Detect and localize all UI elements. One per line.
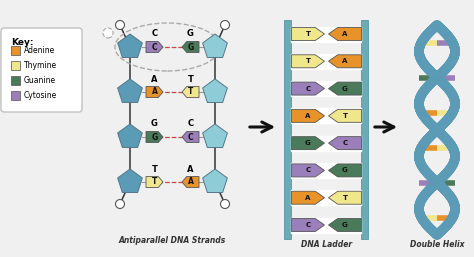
Polygon shape: [292, 137, 325, 150]
Circle shape: [116, 21, 125, 30]
Bar: [11, 46, 20, 55]
Text: C: C: [305, 222, 310, 228]
Text: C: C: [305, 167, 310, 173]
Text: A: A: [305, 113, 310, 119]
Text: G: G: [342, 222, 348, 228]
Text: Guanine: Guanine: [24, 76, 56, 85]
Polygon shape: [328, 27, 362, 41]
Text: A: A: [342, 58, 348, 64]
Polygon shape: [292, 164, 325, 177]
Polygon shape: [292, 109, 325, 122]
Polygon shape: [328, 164, 362, 177]
Polygon shape: [328, 218, 362, 232]
Text: C: C: [342, 140, 347, 146]
Polygon shape: [292, 191, 325, 204]
Text: DNA Ladder: DNA Ladder: [301, 240, 352, 249]
Polygon shape: [292, 55, 325, 68]
Bar: [362, 20, 368, 239]
Circle shape: [103, 28, 113, 38]
Polygon shape: [203, 124, 228, 148]
Polygon shape: [328, 191, 362, 204]
Text: A: A: [152, 87, 157, 96]
Polygon shape: [118, 34, 142, 58]
Polygon shape: [328, 82, 362, 95]
Bar: [11, 76, 20, 85]
Circle shape: [220, 21, 229, 30]
Bar: [11, 61, 20, 70]
Bar: [11, 91, 20, 100]
Text: G: G: [151, 120, 158, 128]
Text: G: G: [187, 42, 193, 51]
Text: T: T: [152, 164, 157, 173]
Polygon shape: [182, 132, 199, 142]
Text: A: A: [151, 75, 158, 84]
Text: Key:: Key:: [11, 38, 34, 47]
Text: A: A: [305, 195, 310, 201]
Polygon shape: [203, 79, 228, 103]
Polygon shape: [182, 87, 199, 97]
Polygon shape: [328, 137, 362, 150]
Text: G: G: [342, 167, 348, 173]
Text: T: T: [152, 178, 157, 187]
Text: Double Helix: Double Helix: [410, 240, 464, 249]
Polygon shape: [292, 218, 325, 232]
Polygon shape: [146, 87, 163, 97]
Text: C: C: [151, 30, 157, 39]
Polygon shape: [182, 177, 199, 188]
Text: Antiparallel DNA Strands: Antiparallel DNA Strands: [118, 236, 226, 245]
Text: C: C: [305, 86, 310, 91]
Text: T: T: [343, 113, 347, 119]
Text: G: G: [342, 86, 348, 91]
Text: T: T: [343, 195, 347, 201]
Circle shape: [220, 199, 229, 208]
Polygon shape: [203, 169, 228, 192]
Text: C: C: [152, 42, 157, 51]
Polygon shape: [292, 82, 325, 95]
Polygon shape: [328, 55, 362, 68]
Polygon shape: [203, 34, 228, 58]
Text: C: C: [188, 133, 193, 142]
Text: A: A: [187, 164, 194, 173]
Text: Adenine: Adenine: [24, 46, 55, 55]
Text: A: A: [188, 178, 193, 187]
Text: Thymine: Thymine: [24, 61, 57, 70]
Polygon shape: [328, 109, 362, 122]
Text: T: T: [306, 58, 310, 64]
Polygon shape: [146, 177, 163, 188]
Text: G: G: [187, 30, 194, 39]
Text: T: T: [188, 87, 193, 96]
Polygon shape: [292, 27, 325, 41]
Circle shape: [116, 199, 125, 208]
Text: T: T: [306, 31, 310, 37]
Polygon shape: [146, 41, 163, 52]
Polygon shape: [182, 41, 199, 52]
Bar: [284, 20, 292, 239]
Text: G: G: [305, 140, 311, 146]
FancyBboxPatch shape: [1, 28, 82, 112]
Polygon shape: [118, 79, 142, 103]
Text: G: G: [151, 133, 158, 142]
Polygon shape: [118, 169, 142, 192]
Polygon shape: [118, 124, 142, 148]
Text: A: A: [342, 31, 348, 37]
Text: T: T: [188, 75, 193, 84]
Polygon shape: [146, 132, 163, 142]
Text: C: C: [187, 120, 193, 128]
Text: Cytosine: Cytosine: [24, 91, 57, 100]
